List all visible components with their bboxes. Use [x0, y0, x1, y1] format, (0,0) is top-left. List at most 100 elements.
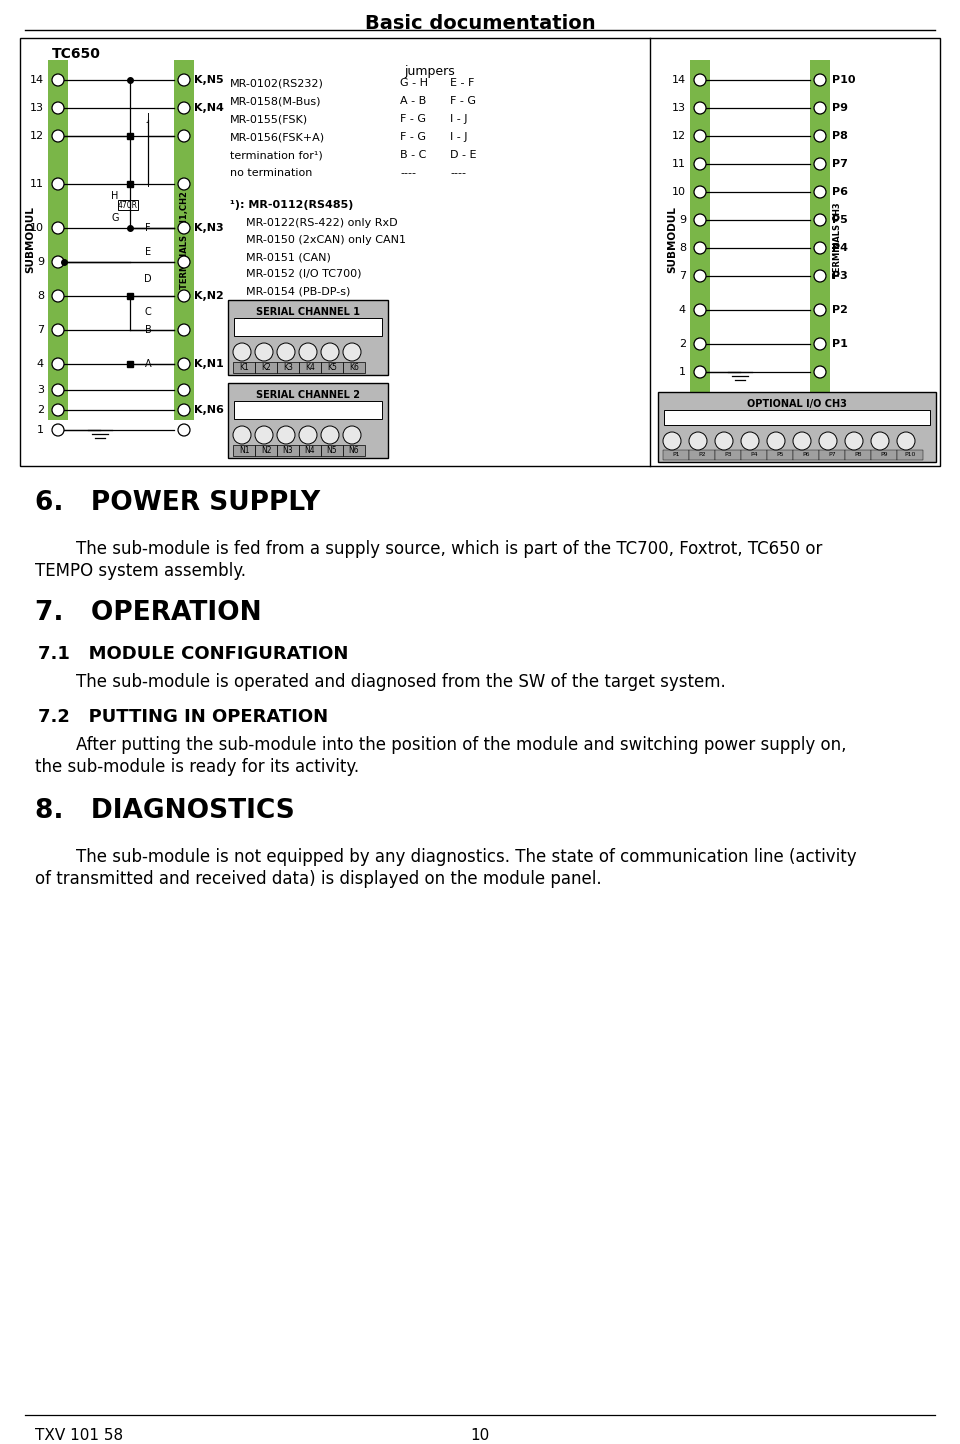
Circle shape — [178, 222, 190, 234]
Text: K6: K6 — [349, 362, 359, 373]
Text: ¹): MR-0112(RS485): ¹): MR-0112(RS485) — [230, 201, 353, 209]
Text: A: A — [145, 360, 152, 370]
Text: The sub-module is not equipped by any diagnostics. The state of communication li: The sub-module is not equipped by any di… — [55, 848, 856, 866]
Text: 1: 1 — [37, 425, 44, 435]
Circle shape — [178, 425, 190, 436]
Bar — [234, 401, 382, 419]
Text: The sub-module is operated and diagnosed from the SW of the target system.: The sub-module is operated and diagnosed… — [55, 673, 726, 692]
Circle shape — [694, 214, 706, 227]
Circle shape — [694, 243, 706, 254]
Text: MR-0158(M-Bus): MR-0158(M-Bus) — [230, 95, 322, 105]
Circle shape — [178, 178, 190, 191]
Text: P4: P4 — [750, 452, 757, 458]
Text: 4: 4 — [679, 305, 686, 315]
Text: B: B — [145, 325, 152, 335]
Bar — [174, 61, 194, 420]
Text: 7.2   PUTTING IN OPERATION: 7.2 PUTTING IN OPERATION — [38, 708, 328, 726]
Circle shape — [178, 384, 190, 396]
Bar — [234, 318, 382, 336]
Circle shape — [52, 222, 64, 234]
Text: TERMINALS CH3: TERMINALS CH3 — [833, 202, 843, 277]
Circle shape — [178, 404, 190, 416]
Bar — [228, 383, 388, 458]
Circle shape — [178, 74, 190, 87]
Bar — [663, 451, 689, 461]
Bar — [715, 451, 741, 461]
Text: Basic documentation: Basic documentation — [365, 14, 595, 33]
Text: 13: 13 — [672, 103, 686, 113]
Text: MR-0150 (2xCAN) only CAN1: MR-0150 (2xCAN) only CAN1 — [246, 235, 406, 245]
Text: N2: N2 — [261, 446, 272, 455]
Text: 13: 13 — [30, 103, 44, 113]
Circle shape — [767, 432, 785, 451]
Text: N5: N5 — [326, 446, 337, 455]
Circle shape — [741, 432, 759, 451]
Text: 8.   DIAGNOSTICS: 8. DIAGNOSTICS — [35, 799, 295, 825]
Text: SERIAL CHANNEL 1: SERIAL CHANNEL 1 — [256, 308, 360, 318]
Bar — [793, 451, 819, 461]
Circle shape — [52, 103, 64, 114]
Bar — [233, 445, 255, 456]
Text: P1: P1 — [832, 339, 848, 349]
Bar — [819, 451, 845, 461]
Text: P5: P5 — [777, 452, 783, 458]
Text: MR-0151 (CAN): MR-0151 (CAN) — [246, 253, 331, 261]
Text: MR-0156(FSK+A): MR-0156(FSK+A) — [230, 131, 325, 142]
Bar — [233, 362, 255, 373]
Circle shape — [689, 432, 707, 451]
Text: P5: P5 — [832, 215, 848, 225]
Text: 14: 14 — [30, 75, 44, 85]
Text: K,N6: K,N6 — [194, 404, 224, 414]
Text: E - F: E - F — [450, 78, 474, 88]
Circle shape — [233, 344, 251, 361]
Text: 7.   OPERATION: 7. OPERATION — [35, 601, 262, 627]
Text: P3: P3 — [724, 452, 732, 458]
Bar — [321, 362, 343, 373]
Circle shape — [814, 157, 826, 170]
Circle shape — [52, 178, 64, 191]
Circle shape — [52, 256, 64, 269]
Text: 8: 8 — [679, 243, 686, 253]
Text: 8: 8 — [36, 292, 44, 300]
Bar — [767, 451, 793, 461]
Circle shape — [715, 432, 733, 451]
Text: TEMPO system assembly.: TEMPO system assembly. — [35, 562, 246, 580]
Circle shape — [694, 186, 706, 198]
Bar — [299, 445, 321, 456]
Text: P2: P2 — [698, 452, 706, 458]
Text: 9: 9 — [679, 215, 686, 225]
Circle shape — [343, 344, 361, 361]
Text: N6: N6 — [348, 446, 359, 455]
Text: 11: 11 — [30, 179, 44, 189]
Text: K,N3: K,N3 — [194, 222, 224, 232]
Text: P7: P7 — [832, 159, 848, 169]
Text: 6.   POWER SUPPLY: 6. POWER SUPPLY — [35, 490, 321, 516]
Text: 1: 1 — [679, 367, 686, 377]
Text: F - G: F - G — [400, 114, 426, 124]
Text: jumpers: jumpers — [404, 65, 455, 78]
Text: OPTIONAL I/O CH3: OPTIONAL I/O CH3 — [747, 399, 847, 409]
Text: F - G: F - G — [400, 131, 426, 142]
Text: P7: P7 — [828, 452, 836, 458]
Text: I - J: I - J — [450, 131, 468, 142]
Circle shape — [897, 432, 915, 451]
Bar — [277, 362, 299, 373]
Bar — [871, 451, 897, 461]
Text: ----: ---- — [450, 168, 466, 178]
Circle shape — [793, 432, 811, 451]
Text: E: E — [145, 247, 151, 257]
Text: K,N5: K,N5 — [194, 75, 224, 85]
Text: H: H — [111, 191, 119, 201]
Text: SERIAL CHANNEL 2: SERIAL CHANNEL 2 — [256, 390, 360, 400]
Circle shape — [178, 323, 190, 336]
Text: SUBMODUL: SUBMODUL — [667, 206, 677, 273]
Bar — [689, 451, 715, 461]
Text: I - J: I - J — [450, 114, 468, 124]
Circle shape — [819, 432, 837, 451]
Circle shape — [814, 74, 826, 87]
Text: 12: 12 — [672, 131, 686, 142]
Circle shape — [814, 365, 826, 378]
Text: TC650: TC650 — [52, 48, 101, 61]
Circle shape — [299, 344, 317, 361]
Text: TXV 101 58: TXV 101 58 — [35, 1428, 123, 1443]
